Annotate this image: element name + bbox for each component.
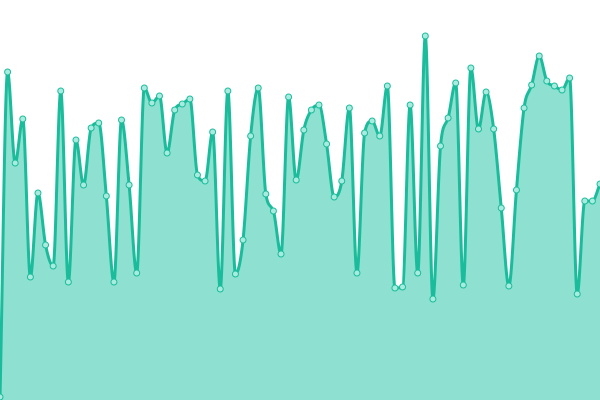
- data-point-24: [178, 100, 186, 108]
- data-point-25: [186, 95, 194, 103]
- data-point-6: [42, 241, 50, 249]
- data-point-46: [345, 104, 353, 112]
- data-point-5: [34, 189, 42, 197]
- data-point-0: [0, 393, 4, 400]
- data-point-58: [437, 142, 445, 150]
- data-point-54: [406, 101, 414, 109]
- data-point-61: [459, 281, 467, 289]
- data-point-45: [338, 177, 346, 185]
- data-point-52: [391, 284, 399, 292]
- data-point-74: [558, 86, 566, 94]
- data-point-21: [155, 92, 163, 100]
- data-point-63: [474, 125, 482, 133]
- data-point-27: [201, 177, 209, 185]
- data-point-7: [49, 262, 57, 270]
- data-point-37: [277, 250, 285, 258]
- data-point-17: [125, 181, 133, 189]
- data-point-8: [57, 87, 65, 95]
- data-point-43: [323, 140, 331, 148]
- data-point-49: [368, 117, 376, 125]
- data-point-71: [535, 52, 543, 60]
- data-point-59: [444, 114, 452, 122]
- data-point-4: [26, 273, 34, 281]
- data-point-15: [110, 278, 118, 286]
- data-point-26: [193, 171, 201, 179]
- data-point-53: [399, 283, 407, 291]
- data-point-2: [11, 159, 19, 167]
- data-point-40: [300, 126, 308, 134]
- data-point-12: [87, 124, 95, 132]
- data-point-55: [414, 269, 422, 277]
- data-point-16: [118, 116, 126, 124]
- data-point-1: [4, 68, 12, 76]
- data-point-3: [19, 115, 27, 123]
- data-point-79: [596, 180, 600, 188]
- data-point-9: [64, 278, 72, 286]
- data-point-39: [292, 176, 300, 184]
- data-point-19: [140, 84, 148, 92]
- data-point-69: [520, 104, 528, 112]
- area-fill: [0, 36, 600, 400]
- data-point-35: [262, 190, 270, 198]
- data-point-68: [512, 186, 520, 194]
- data-point-13: [95, 119, 103, 127]
- data-point-36: [269, 207, 277, 215]
- data-point-18: [133, 269, 141, 277]
- data-point-28: [209, 128, 217, 136]
- data-point-14: [102, 192, 110, 200]
- data-point-41: [307, 106, 315, 114]
- data-point-73: [550, 82, 558, 90]
- data-point-23: [171, 106, 179, 114]
- data-points: [0, 32, 600, 400]
- data-point-20: [148, 99, 156, 107]
- data-point-78: [588, 197, 596, 205]
- data-point-32: [239, 236, 247, 244]
- data-point-11: [80, 181, 88, 189]
- data-point-57: [429, 295, 437, 303]
- data-point-48: [361, 129, 369, 137]
- data-point-64: [482, 88, 490, 96]
- data-point-66: [497, 204, 505, 212]
- data-point-29: [216, 285, 224, 293]
- data-point-60: [452, 79, 460, 87]
- data-point-30: [224, 87, 232, 95]
- data-point-10: [72, 136, 80, 144]
- data-point-31: [231, 270, 239, 278]
- data-point-62: [467, 64, 475, 72]
- data-point-42: [315, 101, 323, 109]
- data-point-47: [353, 269, 361, 277]
- data-point-33: [247, 132, 255, 140]
- data-point-65: [490, 125, 498, 133]
- data-point-76: [573, 290, 581, 298]
- data-point-44: [330, 193, 338, 201]
- data-point-67: [505, 282, 513, 290]
- data-point-50: [376, 132, 384, 140]
- data-point-51: [383, 82, 391, 90]
- data-point-72: [543, 77, 551, 85]
- data-point-38: [285, 93, 293, 101]
- data-point-77: [581, 197, 589, 205]
- data-point-70: [528, 81, 536, 89]
- data-point-56: [421, 32, 429, 40]
- data-point-75: [566, 74, 574, 82]
- data-point-34: [254, 84, 262, 92]
- data-point-22: [163, 149, 171, 157]
